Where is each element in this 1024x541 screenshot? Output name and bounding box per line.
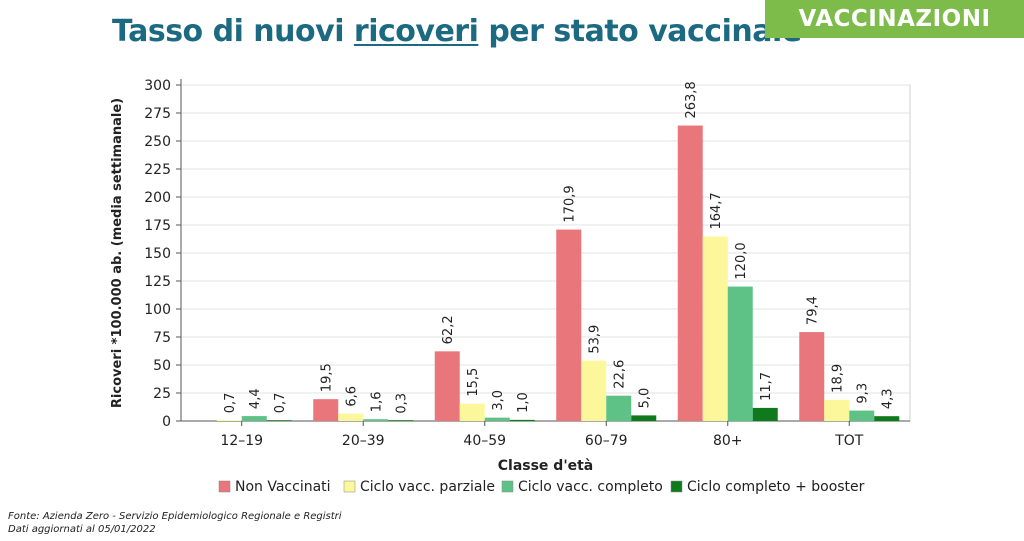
bar: [338, 413, 364, 421]
bar: [459, 403, 485, 421]
y-axis-title: Ricoveri *100.000 ab. (media settimanale…: [110, 98, 125, 408]
bar: [266, 420, 292, 421]
legend-label: Ciclo vacc. completo: [518, 479, 663, 495]
data-label: 9,3: [856, 383, 871, 404]
bar: [631, 415, 657, 421]
bar: [556, 229, 582, 421]
section-badge: VACCINAZIONI: [765, 0, 1024, 38]
update-note: Dati aggiornati al 05/01/2022: [8, 524, 156, 535]
data-label: 1,0: [516, 392, 531, 413]
data-label: 1,6: [370, 392, 385, 413]
y-tick-label: 275: [144, 106, 171, 122]
y-tick-label: 225: [144, 162, 171, 178]
title-part-2: per stato vaccinale: [478, 14, 802, 49]
y-tick-label: 125: [144, 274, 171, 290]
bar: [702, 236, 728, 421]
bar: [752, 407, 778, 421]
data-label: 3,0: [491, 390, 506, 411]
bar: [874, 416, 900, 421]
data-label: 164,7: [709, 192, 724, 229]
bar: [824, 399, 850, 421]
page-title: Tasso di nuovi ricoveri per stato vaccin…: [112, 14, 802, 49]
y-tick-label: 150: [144, 246, 171, 262]
data-label: 53,9: [588, 325, 603, 354]
bar: [606, 395, 632, 421]
data-label: 62,2: [441, 315, 456, 344]
title-part-1: Tasso di nuovi: [112, 14, 354, 49]
bar: [799, 332, 825, 421]
x-tick-label: 40–59: [463, 433, 506, 449]
y-tick-label: 250: [144, 134, 171, 150]
bar: [849, 410, 875, 421]
data-label: 263,8: [684, 81, 699, 118]
y-tick-label: 175: [144, 218, 171, 234]
y-tick-label: 25: [153, 386, 171, 402]
y-tick-label: 0: [162, 414, 171, 430]
data-label: 6,6: [345, 386, 360, 407]
data-label: 15,5: [466, 368, 481, 397]
data-label: 0,3: [395, 393, 410, 414]
x-tick-label: 80+: [713, 433, 743, 449]
data-label: 11,7: [759, 372, 774, 401]
bar: [509, 419, 535, 421]
bar: [388, 420, 414, 421]
bar: [434, 351, 460, 421]
legend-swatch: [501, 480, 514, 493]
legend-label: Ciclo completo + booster: [687, 479, 865, 495]
title-underlined-word: ricoveri: [353, 14, 479, 49]
x-tick-label: 20–39: [342, 433, 385, 449]
bar: [363, 419, 389, 421]
data-label: 22,6: [613, 360, 628, 389]
data-label: 19,5: [320, 363, 335, 392]
legend-label: Ciclo vacc. parziale: [360, 479, 495, 495]
data-label: 18,9: [831, 364, 846, 393]
y-tick-label: 50: [153, 358, 171, 374]
data-label: 4,3: [881, 388, 896, 409]
legend-label: Non Vaccinati: [235, 479, 331, 495]
bar: [313, 399, 339, 421]
bar: [581, 360, 607, 421]
bar: [727, 286, 753, 421]
data-label: 4,4: [248, 388, 263, 409]
legend-swatch: [218, 480, 231, 493]
bar: [241, 416, 267, 421]
data-label: 79,4: [806, 296, 821, 325]
data-label: 0,7: [273, 393, 288, 414]
x-axis-title: Classe d'età: [498, 458, 594, 474]
legend-swatch: [343, 480, 356, 493]
data-label: 0,7: [223, 393, 238, 414]
data-label: 120,0: [734, 242, 749, 279]
data-label: 5,0: [638, 388, 653, 409]
y-tick-label: 75: [153, 330, 171, 346]
y-tick-label: 100: [144, 302, 171, 318]
bar: [677, 125, 703, 421]
y-tick-label: 200: [144, 190, 171, 206]
y-tick-label: 300: [144, 78, 171, 94]
x-tick-label: TOT: [834, 433, 864, 449]
bar: [484, 417, 510, 421]
source-note: Fonte: Azienda Zero - Servizio Epidemiol…: [8, 511, 342, 522]
bar: [216, 420, 242, 421]
x-tick-label: 12–19: [220, 433, 263, 449]
data-label: 170,9: [563, 185, 578, 222]
legend-swatch: [670, 480, 683, 493]
x-tick-label: 60–79: [585, 433, 628, 449]
